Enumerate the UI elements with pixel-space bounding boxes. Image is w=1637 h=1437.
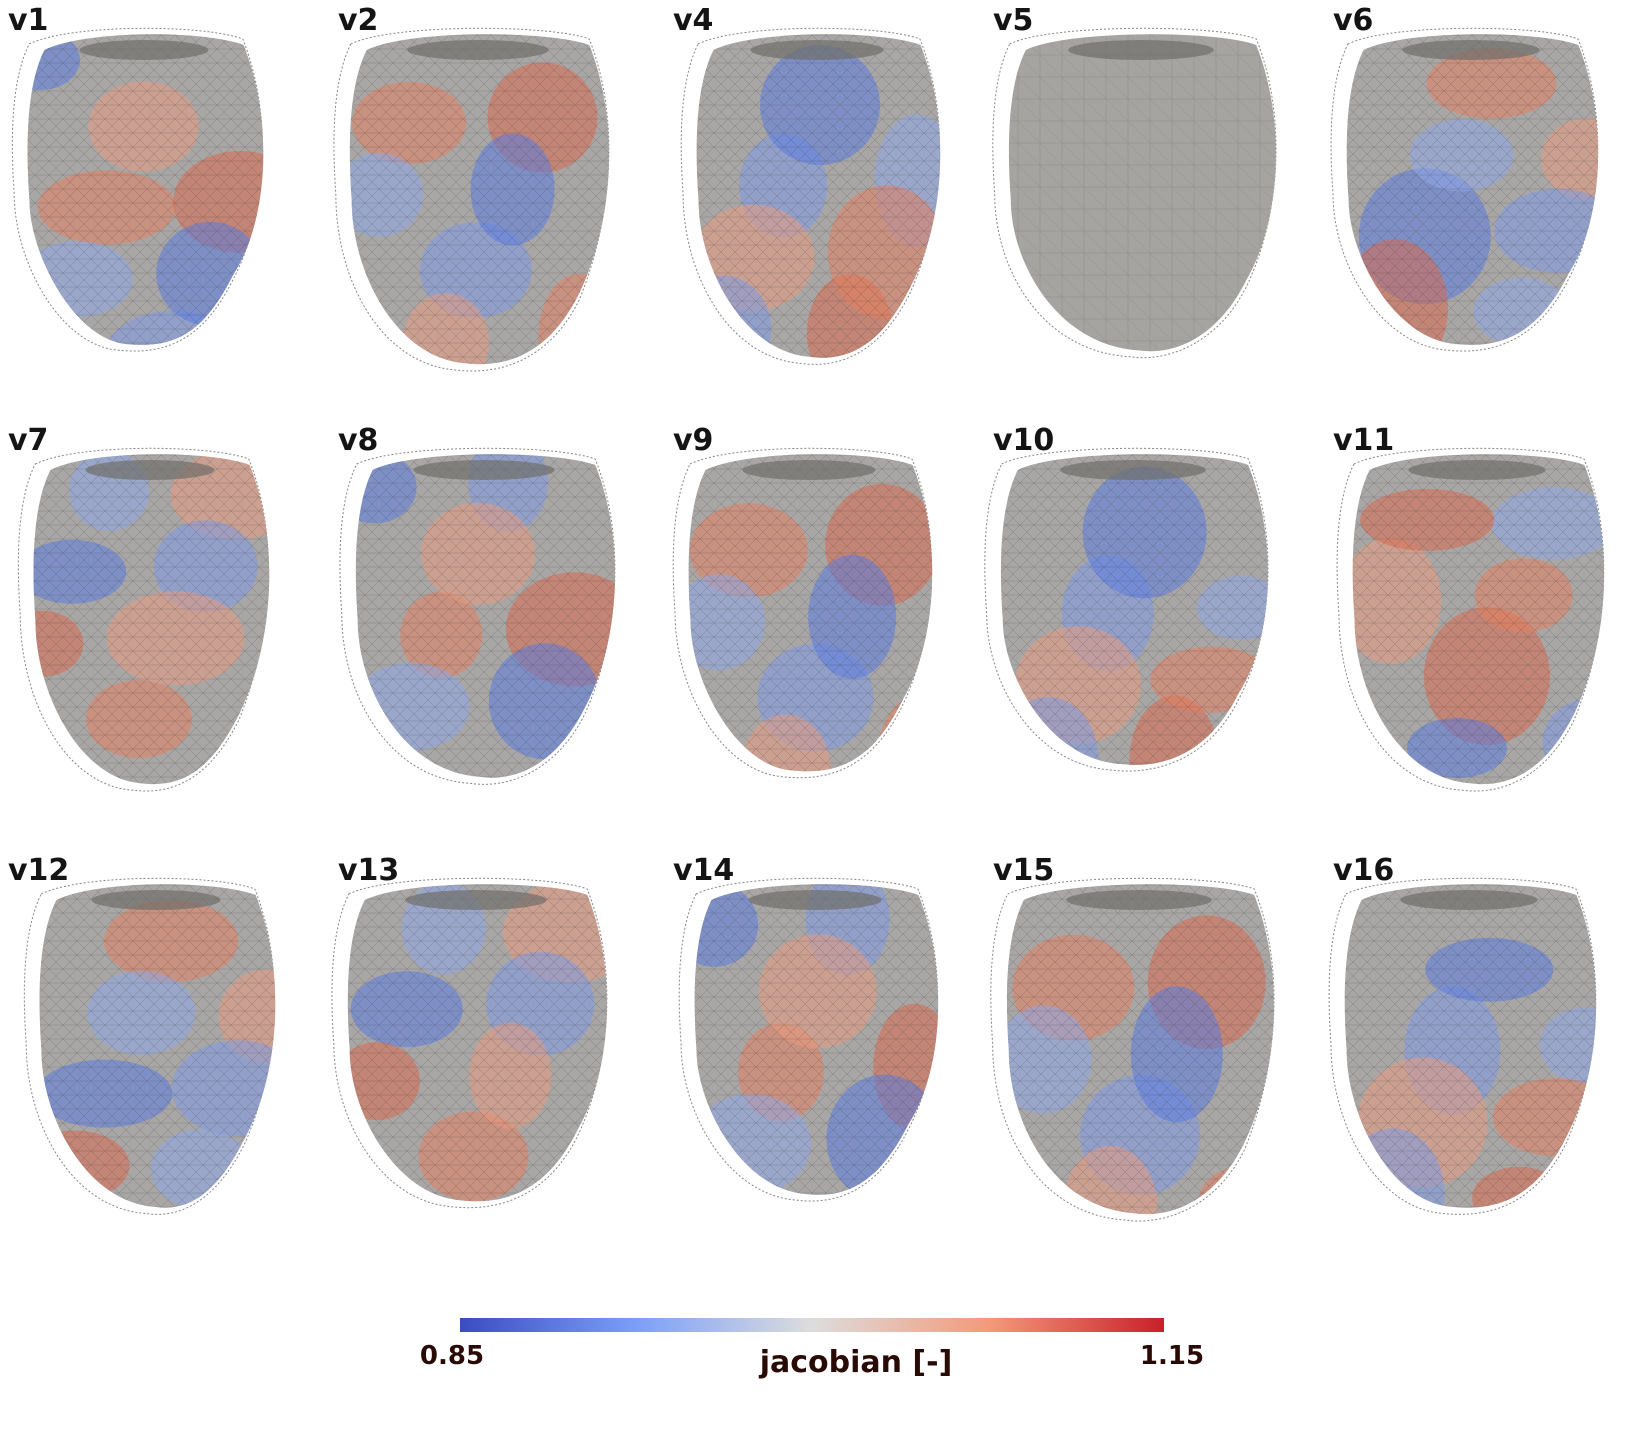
reference-wireframe: [17, 447, 269, 792]
heart-panel: v11: [1333, 423, 1605, 792]
valve-opening: [748, 890, 882, 910]
reference-wireframe: [1330, 27, 1599, 352]
reference-wireframe: [333, 27, 610, 372]
surface-mesh: [349, 34, 609, 365]
reference-wireframe: [331, 877, 608, 1209]
surface-mesh: [1352, 454, 1605, 785]
panel-label: v11: [1333, 423, 1394, 458]
panel-label: v16: [1333, 853, 1394, 888]
heart-panel: v8: [338, 423, 616, 785]
heart-panel: v7: [8, 423, 270, 792]
colorbar-min-label: 0.85: [420, 1341, 484, 1371]
heart-panel: v12: [8, 853, 276, 1215]
reference-wireframe: [680, 27, 941, 365]
heart-panel: v6: [1330, 3, 1599, 352]
panel-label: v14: [673, 853, 734, 888]
valve-opening: [742, 460, 876, 480]
reference-wireframe: [1328, 877, 1597, 1215]
heart-panel: v16: [1328, 853, 1597, 1215]
panel-label: v15: [993, 853, 1054, 888]
surface-mesh: [1000, 454, 1268, 765]
panel-label: v4: [673, 3, 713, 38]
panel-label: v12: [8, 853, 69, 888]
heart-panel: v10: [984, 423, 1269, 772]
surface-mesh: [688, 454, 933, 772]
reference-wireframe: [678, 877, 939, 1202]
colorbar-title: jacobian [-]: [759, 1345, 953, 1380]
heart-panel: v5: [992, 3, 1277, 359]
panel-label: v8: [338, 423, 378, 458]
panel-label: v13: [338, 853, 399, 888]
valve-opening: [750, 40, 884, 60]
heart-panel: v15: [990, 853, 1275, 1222]
panel-label: v7: [8, 423, 48, 458]
valve-opening: [1060, 460, 1206, 480]
heart-panel: v4: [673, 3, 941, 365]
panels-grid: v1 v2 v4 v5 v6 v7 v8 v9 v10 v11 v12 v13 v14 v15 v16: [8, 3, 1605, 1222]
heart-panel: v13: [331, 853, 608, 1209]
panel-label: v2: [338, 3, 378, 38]
panel-label: v10: [993, 423, 1054, 458]
colorbar: 0.85 1.15 jacobian [-]: [420, 1318, 1204, 1380]
reference-wireframe: [984, 447, 1269, 772]
surface-mesh: [39, 884, 276, 1208]
reference-wireframe: [11, 27, 263, 352]
valve-opening: [1066, 890, 1212, 910]
panel-label: v6: [1333, 3, 1373, 38]
panel-label: v1: [8, 3, 48, 38]
surface-mesh: [355, 454, 615, 778]
colorbar-max-label: 1.15: [1140, 1341, 1204, 1371]
heart-panel: v2: [333, 3, 610, 372]
valve-opening: [407, 40, 549, 60]
surface-mesh: [1346, 34, 1599, 345]
valve-opening: [1402, 40, 1540, 60]
valve-opening: [1068, 40, 1214, 60]
colorbar-gradient: [460, 1318, 1164, 1332]
panel-label: v5: [993, 3, 1033, 38]
heart-panel: v14: [673, 853, 939, 1202]
surface-mesh: [694, 884, 939, 1195]
heart-panel: v1: [8, 3, 264, 352]
surface-mesh: [1008, 34, 1276, 352]
reference-wireframe: [1336, 447, 1605, 792]
surface-mesh: [347, 884, 607, 1202]
surface-mesh: [1006, 884, 1274, 1215]
valve-opening: [413, 460, 555, 480]
valve-opening: [85, 460, 215, 480]
surface-mesh: [696, 34, 941, 358]
panel-label: v9: [673, 423, 713, 458]
surface-mesh: [1344, 884, 1597, 1208]
valve-opening: [91, 890, 221, 910]
valve-opening: [405, 890, 547, 910]
heart-panel: v9: [672, 423, 933, 779]
surface-mesh: [27, 34, 264, 345]
surface-mesh: [33, 454, 270, 785]
valve-opening: [1400, 890, 1538, 910]
valve-opening: [79, 40, 209, 60]
valve-opening: [1408, 460, 1546, 480]
reference-wireframe: [672, 447, 933, 779]
reference-wireframe: [23, 877, 275, 1215]
